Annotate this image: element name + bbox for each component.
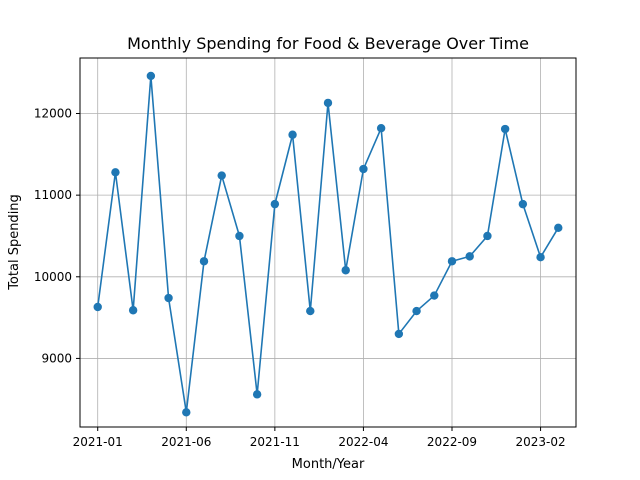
grid-lines	[80, 58, 576, 427]
data-point	[235, 231, 244, 241]
data-series	[93, 71, 563, 417]
plot-frame	[79, 57, 577, 428]
x-tick-label: 2022-09	[427, 435, 477, 449]
data-point	[252, 390, 262, 399]
data-point	[288, 130, 297, 139]
x-tick-label: 2023-02	[516, 435, 566, 449]
data-point	[500, 124, 510, 134]
y-tick-label: 9000	[41, 351, 72, 365]
data-point	[447, 257, 457, 266]
y-axis-label: Total Spending	[7, 194, 22, 291]
data-point	[146, 71, 156, 81]
data-point	[93, 302, 102, 312]
data-point	[128, 306, 138, 315]
x-tick-label: 2021-11	[250, 435, 300, 449]
data-point	[376, 124, 386, 133]
y-tick-label: 11000	[34, 188, 72, 202]
x-tick-label: 2022-04	[338, 435, 388, 449]
data-point	[199, 257, 209, 266]
data-point	[394, 329, 404, 339]
data-point	[341, 266, 350, 275]
axis-ticks: 2021-01 2021-06 2021-11 2022-04 2022-09 2023-…	[34, 107, 566, 449]
y-tick-label: 10000	[34, 270, 72, 284]
data-point	[483, 231, 492, 241]
data-point	[518, 199, 528, 209]
data-point	[412, 306, 421, 316]
x-axis-label: Month/Year	[292, 457, 365, 472]
data-point	[554, 223, 563, 233]
chart-title: Monthly Spending for Food & Beverage Ove…	[127, 34, 529, 53]
x-tick-label: 2021-01	[73, 435, 123, 449]
data-point	[359, 164, 368, 174]
data-point	[430, 291, 439, 300]
data-point	[323, 98, 333, 108]
y-tick-label: 12000	[34, 107, 72, 121]
data-point	[270, 199, 280, 209]
data-point	[164, 293, 173, 303]
data-point	[182, 408, 191, 417]
data-point	[111, 168, 120, 177]
data-point	[306, 306, 315, 316]
x-tick-label: 2021-06	[161, 435, 211, 449]
data-point	[217, 171, 226, 180]
data-point	[465, 252, 474, 261]
data-point	[536, 252, 545, 262]
